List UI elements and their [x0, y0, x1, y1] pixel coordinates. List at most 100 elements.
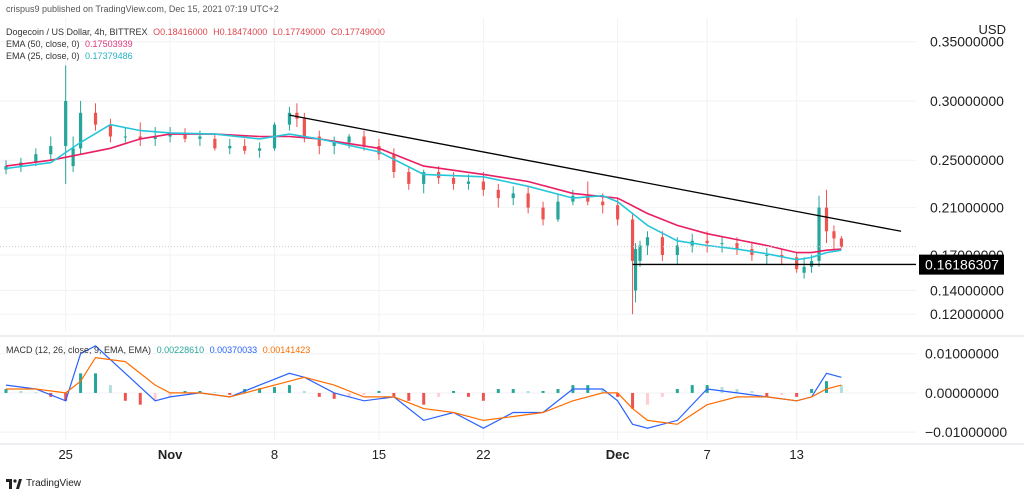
signal-line — [6, 356, 842, 425]
time-tick-label: 25 — [58, 447, 72, 462]
resistance-trendline — [289, 114, 902, 232]
macd-hist-bar — [511, 389, 515, 393]
candle-body — [213, 138, 217, 149]
macd-value: 0.00370033 — [209, 345, 258, 355]
macd-hist-bar — [720, 387, 724, 393]
time-tick-label: 7 — [704, 447, 711, 462]
macd-hist-bar — [839, 385, 843, 393]
time-tick-label: 15 — [372, 447, 386, 462]
ema25-label: EMA (25, close, 0) — [6, 51, 80, 61]
price-candles — [4, 65, 844, 315]
candle-body — [243, 145, 247, 151]
macd-legend[interactable]: MACD (12, 26, close, 9, EMA, EMA) 0.0022… — [6, 345, 313, 355]
macd-hist-bar — [780, 392, 784, 395]
candle-body — [362, 136, 366, 146]
macd-hist-bar — [183, 390, 187, 393]
price-tick-label: 0.12000000 — [930, 306, 1004, 322]
candle-body — [123, 136, 127, 138]
price-grid — [0, 18, 1024, 445]
close-value: C0.17749000 — [330, 27, 385, 37]
candle-body — [633, 249, 638, 291]
macd-hist-bar — [422, 392, 426, 405]
macd-hist-bar — [750, 390, 754, 393]
candle-body — [153, 136, 157, 139]
candle-body — [49, 145, 53, 155]
candle-body — [817, 207, 821, 261]
macd-hist-bar — [228, 392, 232, 395]
candle-body — [168, 134, 172, 137]
macd-hist-bar — [481, 392, 485, 401]
macd-label: MACD (12, 26, close, 9, EMA, EMA) — [6, 345, 152, 355]
low-value: L0.17749000 — [272, 27, 326, 37]
tradingview-footer[interactable]: TradingView — [6, 478, 81, 489]
macd-hist-bar — [675, 389, 679, 393]
candle-body — [302, 118, 306, 137]
macd-line — [5, 345, 842, 429]
macd-hist-bar — [795, 392, 799, 397]
candle-body — [660, 237, 664, 255]
macd-hist-bar — [526, 390, 530, 393]
macd-hist-bar — [317, 392, 321, 397]
macd-hist-bar — [347, 392, 351, 397]
candle-body — [586, 195, 590, 202]
macd-hist-bar — [377, 390, 381, 393]
price-tag-box — [919, 254, 1004, 275]
candle-body — [183, 134, 187, 139]
tradingview-logo-icon — [6, 478, 22, 489]
macd-hist-bar — [437, 392, 441, 397]
price-tick-label: 0.35000000 — [930, 34, 1004, 50]
candle-body — [317, 136, 321, 146]
macd-hist-bar — [213, 392, 217, 394]
candle-body — [347, 136, 351, 143]
candle-body — [765, 254, 769, 256]
macd-hist-bar — [168, 392, 172, 397]
candle-body — [832, 231, 836, 239]
candle-body — [287, 112, 292, 125]
macd-hist-bar — [824, 381, 828, 393]
candle-body — [228, 145, 232, 149]
time-axis: 25 Nov 8 15 22 Dec 7 13 — [58, 447, 803, 462]
macd-hist-bar — [735, 389, 739, 393]
macd-hist-bar — [496, 389, 500, 393]
ema25-legend[interactable]: EMA (25, close, 0) 0.17379486 — [6, 51, 136, 61]
ema50-line — [5, 133, 842, 254]
time-tick-label: 8 — [271, 447, 278, 462]
symbol-legend: Dogecoin / US Dollar, 4h, BITTREX O0.184… — [6, 27, 388, 37]
macd-signal-value: 0.00141423 — [262, 345, 311, 355]
macd-hist-bar — [123, 392, 127, 401]
candle-body — [824, 207, 829, 232]
macd-hist-bar — [302, 390, 306, 393]
macd-lines — [5, 345, 842, 429]
candle-body — [138, 136, 142, 139]
currency-label[interactable]: USD — [978, 22, 1006, 37]
high-value: H0.18474000 — [213, 27, 268, 37]
candle-body — [34, 154, 38, 163]
macd-hist-bar — [392, 392, 396, 397]
candle-body — [451, 177, 456, 184]
candle-body — [601, 201, 605, 206]
symbol-title[interactable]: Dogecoin / US Dollar, 4h, BITTREX — [6, 27, 148, 37]
footer-brand: TradingView — [26, 478, 82, 489]
candle-body — [511, 193, 515, 199]
candle-body — [198, 136, 202, 139]
candle-body — [675, 245, 679, 255]
candle-body — [541, 207, 545, 220]
candle-body — [108, 124, 113, 137]
candle-body — [645, 237, 650, 246]
macd-tick-label: 0.01000000 — [925, 346, 999, 362]
time-tick-label: 22 — [476, 447, 490, 462]
candle-body — [407, 172, 411, 184]
ema25-value: 0.17379486 — [85, 51, 133, 61]
price-label-tag: 0.16186307 — [919, 254, 1004, 275]
candle-body — [466, 181, 471, 184]
macd-hist-bar — [452, 390, 456, 393]
macd-hist-bar — [108, 385, 112, 393]
macd-axis: 0.01000000 0.00000000 −0.01000000 — [925, 346, 1007, 440]
ema50-value: 0.17503939 — [85, 39, 133, 49]
candle-body — [630, 219, 635, 261]
price-tick-label: 0.21000000 — [930, 200, 1004, 216]
ema50-legend[interactable]: EMA (50, close, 0) 0.17503939 — [6, 39, 136, 49]
candle-body — [802, 266, 806, 273]
candle-body — [377, 145, 381, 155]
